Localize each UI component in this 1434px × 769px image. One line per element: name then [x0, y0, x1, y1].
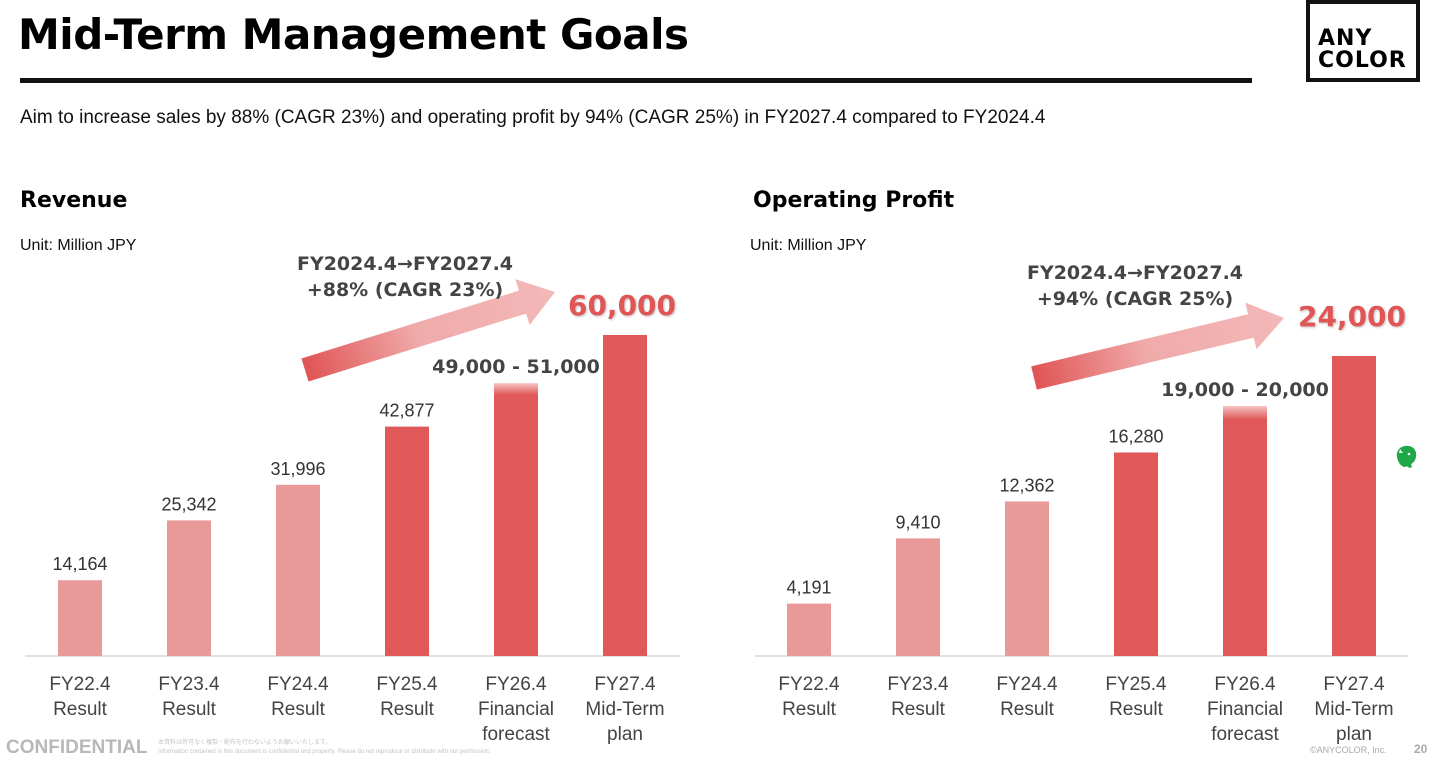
- revenue-category-label: Result: [162, 699, 217, 720]
- revenue-value-label: 31,996: [270, 459, 325, 479]
- profit-bar: [1005, 501, 1049, 656]
- revenue-category-label: Mid-Term: [585, 699, 664, 720]
- profit-growth-arrow: [1031, 302, 1284, 390]
- revenue-bar: [494, 393, 538, 656]
- profit-category-label: forecast: [1211, 724, 1279, 745]
- revenue-category-label: FY25.4: [376, 674, 438, 695]
- revenue-category-label: plan: [607, 724, 643, 745]
- profit-bar: [1223, 418, 1267, 656]
- revenue-category-label: Result: [380, 699, 435, 720]
- revenue-bar: [276, 484, 320, 656]
- profit-unit-label: Unit: Million JPY: [750, 237, 867, 254]
- revenue-category-label: FY22.4: [49, 674, 111, 695]
- revenue-category-label: forecast: [482, 724, 550, 745]
- profit-category-label: FY24.4: [996, 674, 1058, 695]
- revenue-growth-arrow: [301, 279, 555, 382]
- revenue-target-value-label: 60,000: [568, 289, 676, 322]
- profit-value-label: 12,362: [999, 475, 1054, 495]
- profit-category-label: plan: [1336, 724, 1372, 745]
- profit-bar: [787, 603, 831, 656]
- revenue-category-label: FY26.4: [485, 674, 547, 695]
- revenue-category-label: FY23.4: [158, 674, 220, 695]
- revenue-chart-title: Revenue: [20, 188, 128, 213]
- revenue-forecast-range-label: 49,000 - 51,000: [432, 356, 600, 378]
- profit-chart-title: Operating Profit: [753, 188, 955, 213]
- revenue-category-label: FY24.4: [267, 674, 329, 695]
- profit-value-label: 9,410: [895, 512, 940, 532]
- profit-category-label: FY22.4: [778, 674, 840, 695]
- revenue-bar: [603, 335, 647, 656]
- logo-line-2: COLOR: [1318, 48, 1407, 73]
- profit-category-label: Result: [1109, 699, 1164, 720]
- revenue-bar-range-cap: [494, 383, 538, 395]
- profit-category-label: Mid-Term: [1314, 699, 1393, 720]
- profit-category-label: Result: [891, 699, 946, 720]
- revenue-bar: [167, 520, 211, 656]
- confidential-label: CONFIDENTIAL: [6, 737, 148, 758]
- revenue-value-label: 25,342: [161, 494, 216, 514]
- profit-bar: [896, 538, 940, 656]
- profit-category-label: Financial: [1207, 699, 1283, 720]
- revenue-value-label: 14,164: [52, 554, 107, 574]
- profit-growth-annotation-line: +94% (CAGR 25%): [1037, 288, 1233, 310]
- revenue-growth-annotation-line: FY2024.4→FY2027.4: [297, 253, 513, 275]
- copyright: ©ANYCOLOR, Inc.: [1310, 745, 1387, 755]
- profit-target-value-label: 24,000: [1298, 300, 1406, 333]
- revenue-bar: [58, 580, 102, 656]
- page-title: Mid-Term Management Goals: [18, 10, 689, 59]
- page-subtitle: Aim to increase sales by 88% (CAGR 23%) …: [20, 107, 1046, 128]
- profit-value-label: 4,191: [786, 578, 831, 598]
- revenue-growth-arrow-shape: [301, 279, 555, 382]
- evernote-icon[interactable]: [1394, 444, 1418, 470]
- profit-forecast-range-label: 19,000 - 20,000: [1161, 379, 1329, 401]
- profit-category-label: FY25.4: [1105, 674, 1167, 695]
- revenue-category-label: Financial: [478, 699, 554, 720]
- profit-value-label: 16,280: [1108, 427, 1163, 447]
- revenue-category-label: FY27.4: [594, 674, 656, 695]
- title-divider: [20, 78, 1252, 83]
- profit-growth-arrow-shape: [1031, 302, 1284, 390]
- revenue-value-label: 42,877: [379, 401, 434, 421]
- anycolor-logo: ANY COLOR: [1306, 0, 1420, 82]
- profit-category-label: Result: [782, 699, 837, 720]
- page-number: 20: [1414, 742, 1428, 756]
- logo-line-1: ANY: [1318, 26, 1373, 51]
- profit-bar: [1114, 452, 1158, 656]
- revenue-growth-annotation-line: +88% (CAGR 23%): [307, 279, 503, 301]
- profit-category-label: FY27.4: [1323, 674, 1385, 695]
- profit-category-label: Result: [1000, 699, 1055, 720]
- revenue-category-label: Result: [271, 699, 326, 720]
- profit-category-label: FY26.4: [1214, 674, 1276, 695]
- profit-growth-annotation-line: FY2024.4→FY2027.4: [1027, 262, 1243, 284]
- profit-bar: [1332, 356, 1376, 656]
- confidentiality-note-ja: 本資料は許可なく複製・配布を行わないようお願いいたします。: [158, 740, 332, 746]
- confidentiality-note-en: Information contained in this document i…: [158, 749, 491, 755]
- revenue-bar: [385, 426, 429, 656]
- revenue-category-label: Result: [53, 699, 108, 720]
- confidentiality-note: 本資料は許可なく複製・配布を行わないようお願いいたします。 Informatio…: [158, 739, 490, 757]
- profit-category-label: FY23.4: [887, 674, 949, 695]
- revenue-unit-label: Unit: Million JPY: [20, 237, 137, 254]
- profit-bar-range-cap: [1223, 406, 1267, 420]
